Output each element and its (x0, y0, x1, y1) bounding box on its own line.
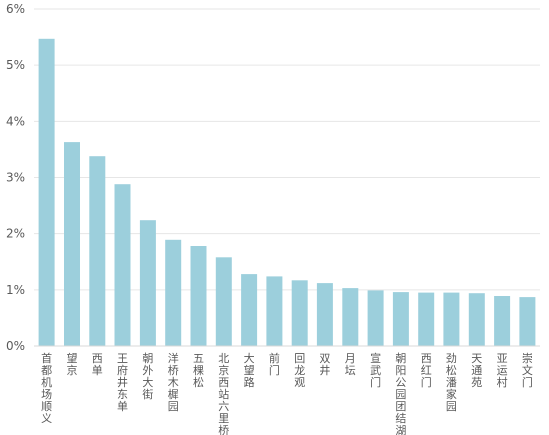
x-tick-label: 西红门 (421, 352, 432, 389)
y-tick-label: 4% (6, 114, 25, 128)
bar (38, 38, 55, 347)
y-tick-label: 0% (6, 339, 25, 353)
x-tick-label: 五棵松 (193, 352, 204, 389)
bar (494, 296, 511, 346)
x-tick-label: 洋桥木樨园 (168, 351, 179, 413)
x-tick-label: 亚运村 (497, 352, 508, 389)
bar (418, 292, 435, 346)
x-tick-label: 崇文门 (522, 352, 533, 389)
y-tick-label: 2% (6, 227, 25, 241)
x-tick-label: 大望路 (244, 351, 255, 389)
x-tick-label: 北京西站六里桥 (218, 352, 229, 435)
bar (316, 283, 333, 346)
x-tick-label: 双井 (319, 352, 330, 377)
x-tick-label: 月坛 (345, 352, 356, 377)
bar (64, 142, 80, 346)
bar (392, 292, 409, 346)
y-axis: 0% 1% 2% 3% 4% 5% 6% (6, 2, 25, 353)
y-tick-label: 5% (6, 58, 25, 72)
bar (342, 288, 359, 346)
y-tick-label: 3% (6, 171, 25, 185)
x-tick-label: 宣武门 (370, 351, 381, 389)
x-tick-label: 天通苑 (471, 352, 482, 389)
bar (443, 292, 460, 346)
bar (139, 220, 156, 346)
x-tick-label: 朝阳公园团结湖 (395, 352, 406, 435)
bars (38, 38, 536, 347)
x-tick-label: 望京 (67, 352, 78, 377)
bar (468, 293, 485, 346)
bar (367, 290, 384, 346)
bar (519, 297, 536, 346)
bar (190, 246, 207, 346)
bar (215, 257, 232, 346)
bar (89, 156, 106, 346)
bar (241, 274, 258, 346)
x-tick-label: 西单 (92, 352, 103, 377)
y-tick-label: 6% (6, 2, 25, 16)
bar (291, 280, 308, 346)
grid-lines (34, 8, 540, 291)
bar (266, 276, 283, 346)
bar (165, 239, 182, 346)
x-tick-label: 朝外大街 (142, 352, 153, 401)
x-tick-label: 王府井东单 (117, 352, 128, 413)
x-tick-label: 首都机场顺义 (41, 351, 52, 425)
y-tick-label: 1% (6, 283, 25, 297)
x-tick-label: 劲松潘家园 (446, 352, 457, 413)
x-tick-label: 回龙观 (294, 352, 305, 389)
x-tick-label: 前门 (269, 351, 280, 377)
bar (114, 184, 131, 346)
